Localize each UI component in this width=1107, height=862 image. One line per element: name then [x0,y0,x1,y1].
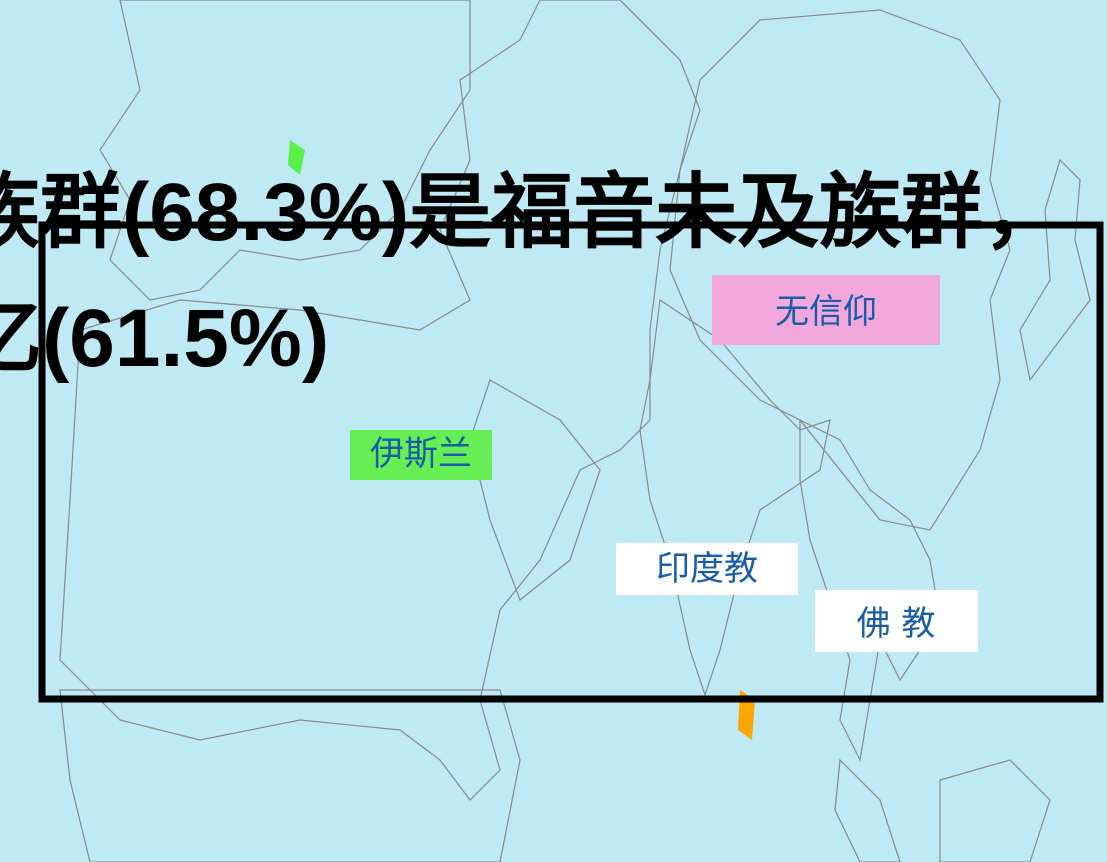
map-label: 佛 教 [857,604,936,644]
map-label: 伊斯兰 [370,434,472,474]
map-label: 印度教 [656,549,758,589]
map: 无信仰 伊斯兰 印度教 佛 教 族群(68.3%)是福音未及族群， 亿(61.5… [0,0,1107,862]
map-label: 无信仰 [775,292,877,332]
headline-line: 亿(61.5%) [0,293,329,384]
headline-line: 族群(68.3%)是福音未及族群， [0,167,1065,258]
page: {"headline": {"lines": ["族群(68.3%)是福音未及族… [0,0,1107,862]
ocean [0,0,1107,862]
